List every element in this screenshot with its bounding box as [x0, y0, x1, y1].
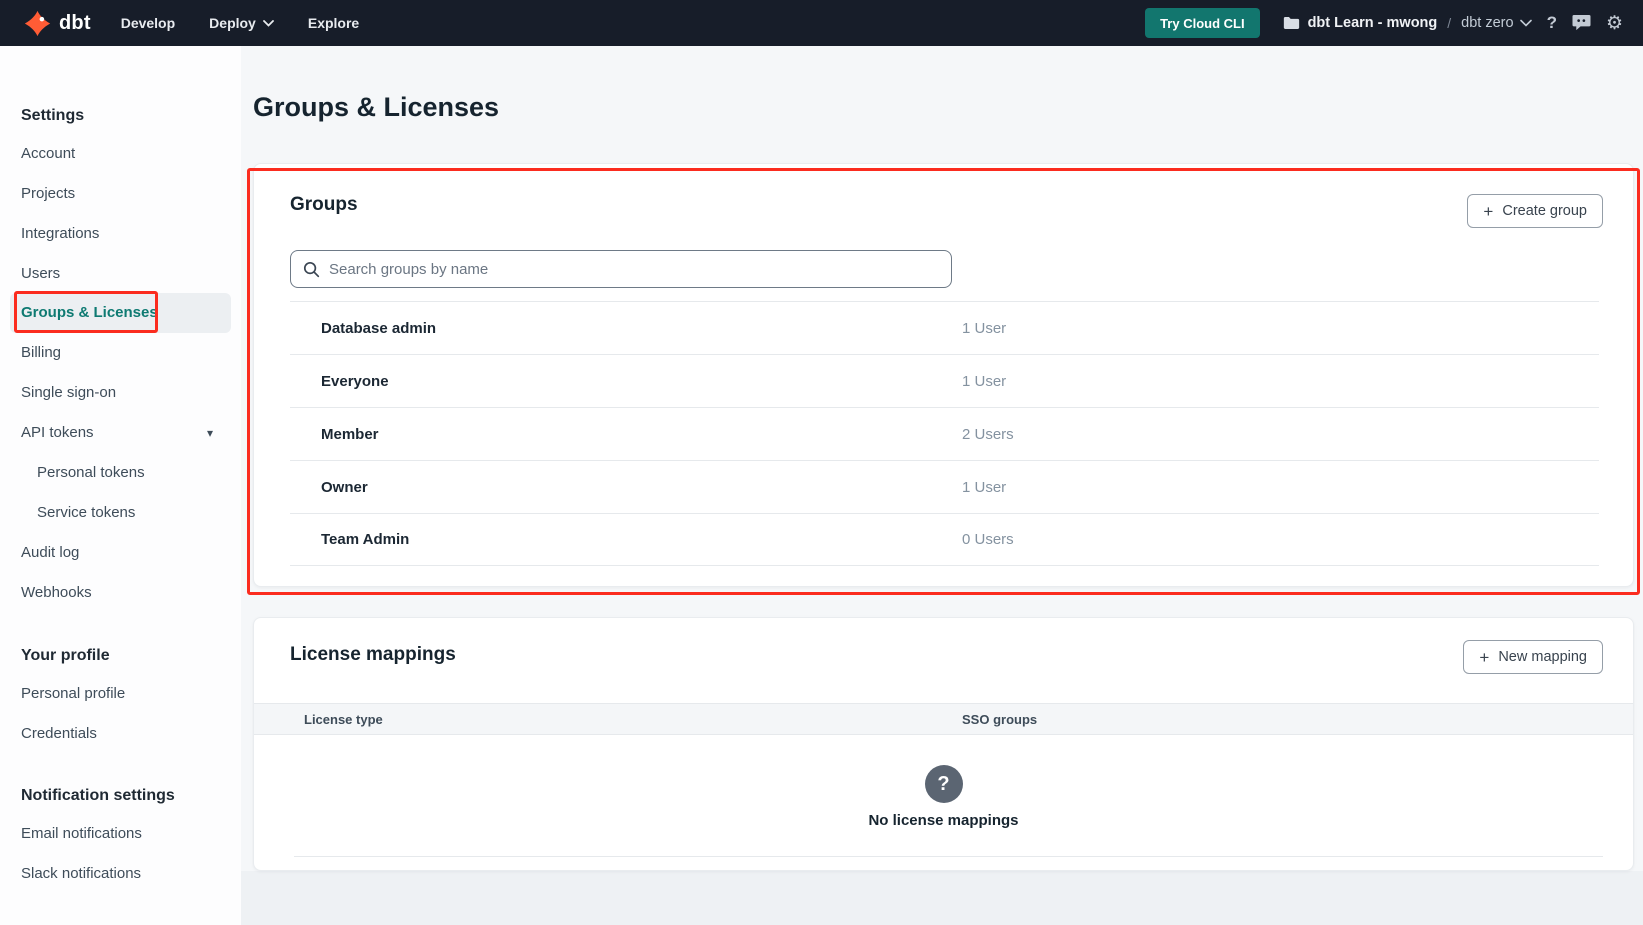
group-row-owner[interactable]: Owner 1 User: [290, 460, 1599, 513]
license-mappings-heading: License mappings: [290, 644, 456, 665]
group-user-count: 0 Users: [962, 531, 1014, 548]
chevron-down-icon: [262, 19, 274, 27]
column-license-type: License type: [304, 711, 383, 727]
breadcrumb-separator: /: [1447, 15, 1452, 31]
license-table-header: License type SSO groups: [254, 703, 1633, 735]
sidebar-item-email-notifications[interactable]: Email notifications: [21, 825, 142, 842]
empty-state-text: No license mappings: [868, 812, 1019, 829]
group-search-input[interactable]: [329, 260, 939, 278]
dbt-logo-icon: [24, 10, 51, 37]
group-user-count: 2 Users: [962, 425, 1014, 443]
sidebar-item-slack-notifications[interactable]: Slack notifications: [21, 865, 142, 882]
content-footer-background: [241, 871, 1643, 925]
feedback-chat-icon[interactable]: [1572, 14, 1591, 32]
project-switcher[interactable]: dbt zero: [1461, 15, 1532, 31]
chevron-down-icon: ▾: [206, 426, 213, 440]
sidebar-heading-notification-settings: Notification settings: [21, 787, 175, 804]
brand-name: dbt: [59, 11, 91, 34]
license-empty-state: ? No license mappings: [254, 765, 1633, 829]
sidebar-item-credentials[interactable]: Credentials: [21, 725, 97, 742]
top-nav: dbt Develop Deploy Explore Try Cloud CLI: [0, 0, 1643, 46]
group-row-member[interactable]: Member 2 Users: [290, 407, 1599, 460]
plus-icon: +: [1483, 201, 1494, 221]
group-name: Member: [321, 425, 379, 443]
chevron-down-icon: [1519, 19, 1532, 27]
group-name: Team Admin: [321, 531, 410, 548]
group-row-database-admin[interactable]: Database admin 1 User: [290, 301, 1599, 354]
sidebar-item-groups-licenses[interactable]: Groups & Licenses: [10, 293, 231, 333]
sidebar-item-personal-tokens[interactable]: Personal tokens: [37, 464, 145, 481]
page-title: Groups & Licenses: [253, 92, 500, 122]
sidebar-item-service-tokens[interactable]: Service tokens: [37, 504, 136, 521]
project-name: dbt zero: [1461, 15, 1514, 31]
sidebar-item-users[interactable]: Users: [21, 265, 61, 282]
group-user-count: 1 User: [962, 319, 1007, 337]
sidebar-item-webhooks[interactable]: Webhooks: [21, 584, 92, 601]
try-cloud-cli-button[interactable]: Try Cloud CLI: [1145, 8, 1260, 38]
groups-heading: Groups: [290, 194, 358, 215]
folder-icon: [1283, 16, 1300, 30]
sidebar-heading-settings: Settings: [21, 107, 85, 124]
groups-card: Groups + Create group Database admin 1 U…: [253, 163, 1634, 587]
group-name: Owner: [321, 478, 368, 496]
question-mark-icon: ?: [924, 765, 963, 803]
create-group-button[interactable]: + Create group: [1467, 194, 1603, 228]
sidebar-item-audit-log[interactable]: Audit log: [21, 544, 80, 561]
nav-deploy[interactable]: Deploy: [209, 0, 274, 46]
dbt-home-link[interactable]: dbt: [24, 10, 91, 37]
column-sso-groups: SSO groups: [962, 711, 1038, 727]
new-mapping-button[interactable]: + New mapping: [1463, 640, 1603, 674]
sidebar-item-billing[interactable]: Billing: [21, 344, 62, 361]
sidebar-item-integrations[interactable]: Integrations: [21, 225, 100, 242]
help-icon[interactable]: ?: [1546, 13, 1557, 32]
group-user-count: 1 User: [962, 478, 1007, 496]
sidebar-item-projects[interactable]: Projects: [21, 185, 76, 202]
group-name: Everyone: [321, 372, 389, 390]
sidebar-heading-your-profile: Your profile: [21, 647, 110, 664]
group-row-team-admin[interactable]: Team Admin 0 Users: [290, 513, 1599, 566]
sidebar-item-api-tokens[interactable]: API tokens ▾: [0, 413, 241, 453]
divider: [294, 856, 1603, 857]
search-icon: [303, 261, 320, 278]
settings-gear-icon[interactable]: ⚙: [1605, 12, 1623, 34]
sidebar-item-account[interactable]: Account: [21, 145, 76, 162]
group-user-count: 1 User: [962, 372, 1007, 390]
groups-list: Database admin 1 User Everyone 1 User Me…: [290, 301, 1599, 566]
nav-explore[interactable]: Explore: [307, 15, 360, 31]
settings-sidebar: Settings Account Projects Integrations U…: [0, 46, 241, 925]
group-search-box: [290, 250, 952, 288]
plus-icon: +: [1479, 647, 1490, 667]
sidebar-item-single-sign-on[interactable]: Single sign-on: [21, 384, 117, 401]
main-content: Groups & Licenses Groups + Create group …: [241, 46, 1643, 925]
account-name[interactable]: dbt Learn - mwong: [1307, 15, 1438, 31]
sidebar-item-personal-profile[interactable]: Personal profile: [21, 685, 126, 702]
license-mappings-card: License mappings + New mapping License t…: [253, 617, 1634, 871]
nav-develop[interactable]: Develop: [120, 15, 176, 31]
group-row-everyone[interactable]: Everyone 1 User: [290, 354, 1599, 407]
group-name: Database admin: [321, 319, 437, 337]
